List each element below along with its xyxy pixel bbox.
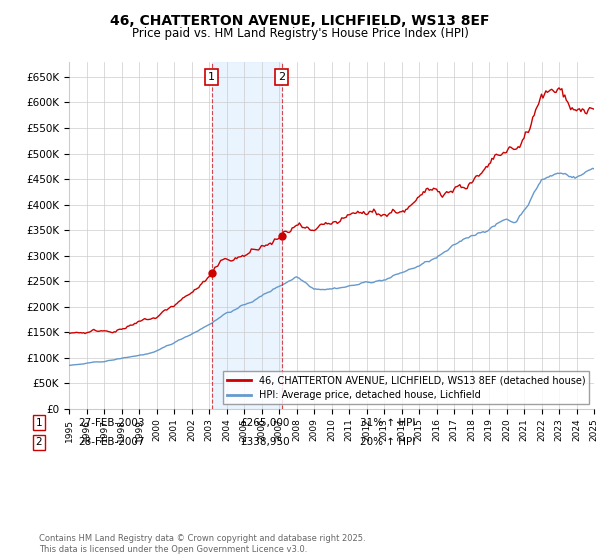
Text: 1: 1 (35, 418, 43, 428)
Text: 2: 2 (35, 437, 43, 447)
Text: Price paid vs. HM Land Registry's House Price Index (HPI): Price paid vs. HM Land Registry's House … (131, 27, 469, 40)
Text: 28-FEB-2007: 28-FEB-2007 (78, 437, 145, 447)
Text: 2: 2 (278, 72, 285, 82)
Legend: 46, CHATTERTON AVENUE, LICHFIELD, WS13 8EF (detached house), HPI: Average price,: 46, CHATTERTON AVENUE, LICHFIELD, WS13 8… (223, 371, 589, 404)
Text: 1: 1 (208, 72, 215, 82)
Text: Contains HM Land Registry data © Crown copyright and database right 2025.
This d: Contains HM Land Registry data © Crown c… (39, 534, 365, 554)
Text: 31% ↑ HPI: 31% ↑ HPI (360, 418, 415, 428)
Bar (212, 62, 281, 409)
Text: £265,000: £265,000 (240, 418, 289, 428)
Text: 46, CHATTERTON AVENUE, LICHFIELD, WS13 8EF: 46, CHATTERTON AVENUE, LICHFIELD, WS13 8… (110, 14, 490, 28)
Text: 27-FEB-2003: 27-FEB-2003 (78, 418, 145, 428)
Text: 20% ↑ HPI: 20% ↑ HPI (360, 437, 415, 447)
Text: £338,950: £338,950 (240, 437, 290, 447)
